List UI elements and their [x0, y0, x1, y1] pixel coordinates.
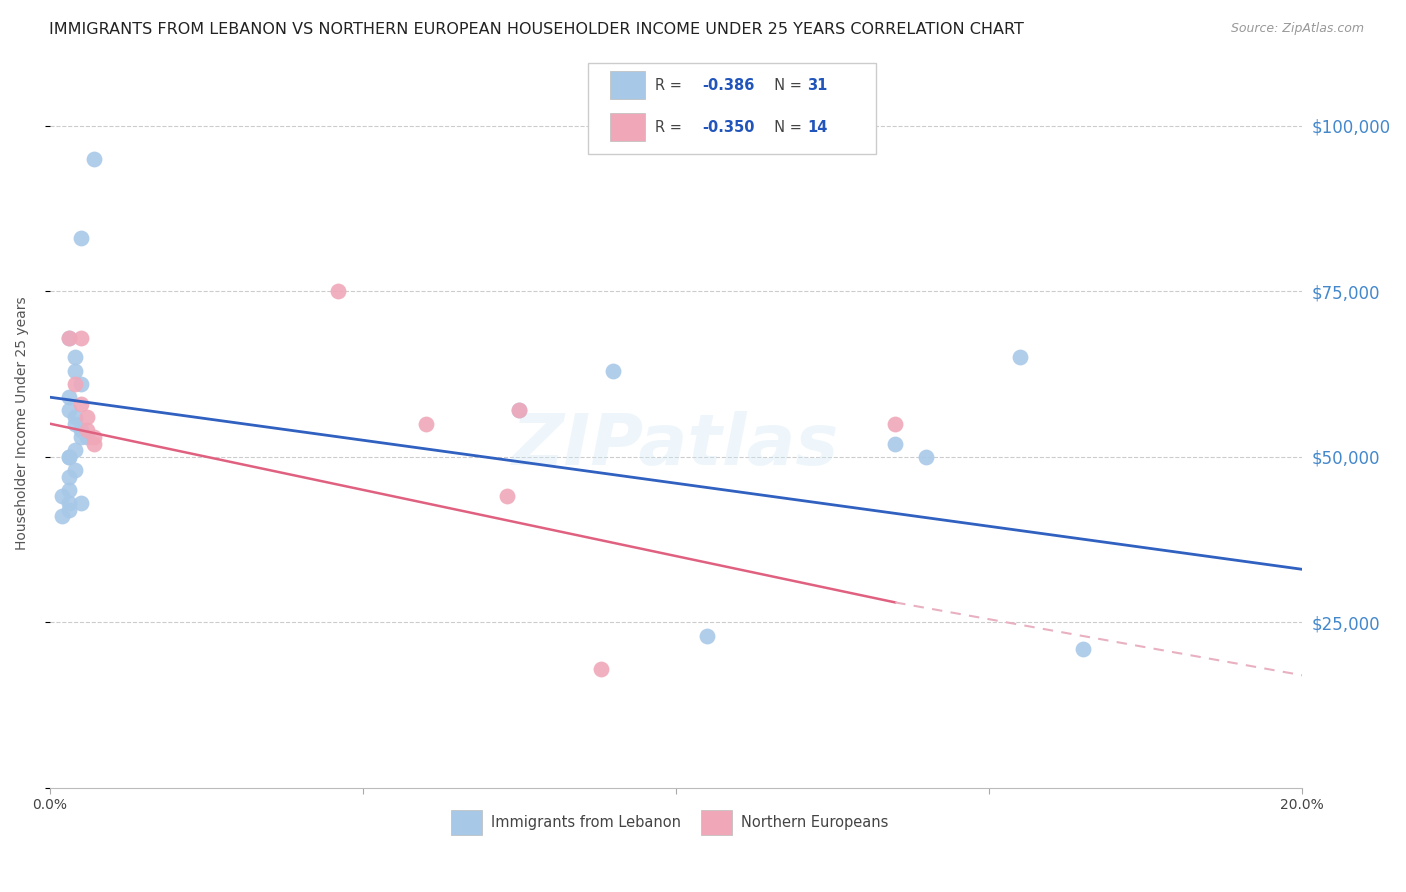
Y-axis label: Householder Income Under 25 years: Householder Income Under 25 years	[15, 297, 30, 550]
Point	[884, 436, 907, 450]
Point	[63, 443, 86, 458]
Point	[63, 376, 86, 391]
Point	[58, 331, 80, 345]
Point	[58, 483, 80, 497]
Text: R =: R =	[655, 78, 686, 93]
Point	[508, 403, 530, 417]
Point	[58, 450, 80, 464]
Point	[508, 403, 530, 417]
Point	[70, 331, 93, 345]
Point	[884, 417, 907, 431]
Point	[58, 502, 80, 516]
Point	[63, 410, 86, 425]
Text: Northern Europeans: Northern Europeans	[741, 815, 889, 830]
Point	[76, 423, 98, 437]
Point	[696, 628, 718, 642]
Text: 31: 31	[807, 78, 828, 93]
Point	[58, 331, 80, 345]
Point	[63, 351, 86, 365]
FancyBboxPatch shape	[588, 63, 876, 154]
Point	[51, 509, 73, 524]
Point	[1071, 641, 1094, 656]
Text: Immigrants from Lebanon: Immigrants from Lebanon	[491, 815, 681, 830]
Bar	[450, 810, 482, 835]
Point	[70, 430, 93, 444]
Point	[63, 364, 86, 378]
Text: -0.386: -0.386	[702, 78, 755, 93]
Text: 14: 14	[807, 120, 828, 135]
Point	[602, 364, 624, 378]
Point	[70, 231, 93, 245]
Point	[83, 436, 105, 450]
Point	[1010, 351, 1032, 365]
Text: ZIPatlas: ZIPatlas	[512, 411, 839, 480]
Point	[58, 469, 80, 483]
Point	[63, 463, 86, 477]
Point	[58, 403, 80, 417]
Point	[76, 430, 98, 444]
Point	[58, 390, 80, 404]
Point	[589, 662, 612, 676]
Point	[58, 450, 80, 464]
Point	[63, 417, 86, 431]
Point	[70, 376, 93, 391]
Point	[51, 490, 73, 504]
Point	[326, 285, 349, 299]
Bar	[702, 810, 733, 835]
Text: IMMIGRANTS FROM LEBANON VS NORTHERN EUROPEAN HOUSEHOLDER INCOME UNDER 25 YEARS C: IMMIGRANTS FROM LEBANON VS NORTHERN EURO…	[49, 22, 1024, 37]
Text: R =: R =	[655, 120, 686, 135]
Text: N =: N =	[765, 78, 807, 93]
Point	[83, 430, 105, 444]
Bar	[610, 113, 645, 141]
Bar	[610, 71, 645, 99]
Point	[58, 496, 80, 510]
Point	[415, 417, 437, 431]
Text: N =: N =	[765, 120, 807, 135]
Text: Source: ZipAtlas.com: Source: ZipAtlas.com	[1230, 22, 1364, 36]
Point	[496, 490, 519, 504]
Text: -0.350: -0.350	[702, 120, 755, 135]
Point	[83, 152, 105, 166]
Point	[915, 450, 938, 464]
Point	[70, 496, 93, 510]
Point	[76, 410, 98, 425]
Point	[70, 423, 93, 437]
Point	[70, 397, 93, 411]
